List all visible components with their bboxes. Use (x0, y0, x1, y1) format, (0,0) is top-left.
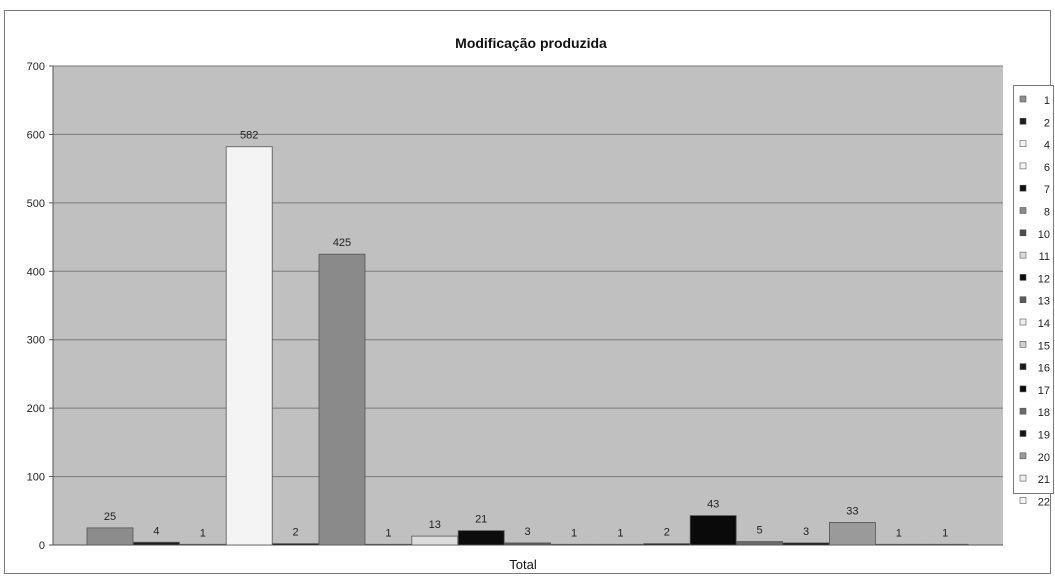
y-tick-label: 700 (27, 61, 45, 73)
bar-series-4 (179, 543, 227, 546)
bar-series-6 (225, 146, 273, 546)
legend-swatch (1019, 207, 1027, 214)
legend-swatch (1019, 162, 1027, 170)
legend-swatch (1019, 430, 1027, 437)
legend-swatch (1019, 452, 1027, 460)
data-label: 3 (525, 526, 531, 538)
bar-series-2 (132, 541, 180, 546)
data-label: 13 (429, 519, 441, 531)
bar-series-12 (457, 530, 505, 546)
bar-series-8 (318, 253, 366, 546)
bar-series-21 (875, 543, 923, 546)
bar-series-16 (643, 543, 691, 546)
chart-title: Modificação produzida (455, 35, 607, 51)
y-tick-label: 500 (27, 198, 45, 210)
data-label: 2 (664, 527, 670, 539)
legend-item-label: 6 (1044, 162, 1050, 174)
legend-swatch (1019, 340, 1027, 348)
y-tick-label: 600 (27, 129, 45, 141)
data-label: 1 (617, 527, 623, 539)
y-tick-label: 400 (27, 266, 45, 278)
x-axis-label: Total (509, 557, 537, 572)
legend-swatch (1019, 140, 1027, 147)
data-label: 2 (293, 527, 299, 539)
legend-item-label: 13 (1038, 296, 1050, 308)
data-label: 43 (707, 499, 719, 511)
bar-series-13 (504, 542, 552, 546)
bar-series-17 (689, 515, 737, 546)
y-tick-label: 200 (27, 403, 45, 415)
legend-item-label: 2 (1044, 117, 1050, 129)
legend-swatch (1019, 229, 1027, 237)
bars (86, 146, 969, 546)
data-label: 1 (896, 527, 902, 539)
legend-item-label: 7 (1044, 184, 1050, 196)
legend-item-label: 8 (1044, 207, 1050, 219)
data-label: 425 (333, 237, 351, 249)
y-tick-label: 300 (27, 335, 45, 347)
data-label: 33 (846, 505, 858, 517)
gridlines (53, 65, 1003, 478)
legend-item-label: 22 (1038, 496, 1050, 508)
legend-item-label: 15 (1038, 340, 1050, 352)
bar-series-15 (597, 543, 644, 546)
data-label: 1 (571, 527, 577, 539)
legend-item-label: 12 (1038, 273, 1050, 285)
legend-item-label: 16 (1038, 363, 1050, 375)
bar-series-18 (736, 541, 783, 546)
bar-series-22 (921, 543, 969, 546)
data-label: 582 (240, 130, 258, 142)
legend-box (1013, 85, 1054, 494)
plot-area (53, 66, 1003, 545)
y-tick-label: 100 (27, 472, 45, 484)
bar-series-14 (550, 543, 598, 546)
y-tick-label: 0 (39, 540, 45, 552)
data-label: 21 (475, 514, 487, 526)
data-label: 1 (385, 527, 391, 539)
legend-swatch (1019, 118, 1027, 125)
legend-item-label: 11 (1039, 251, 1050, 263)
data-label: 3 (803, 526, 809, 538)
legend-swatch (1019, 274, 1027, 281)
legend-swatch (1019, 407, 1027, 415)
legend-item-label: 21 (1038, 474, 1050, 486)
legend-swatch (1019, 474, 1027, 482)
y-axis-ticks: 0 100 200 300 400 500 600 700 (27, 61, 53, 552)
legend-item-label: 10 (1038, 229, 1050, 241)
legend-item-label: 1 (1044, 95, 1050, 107)
legend-item-label: 14 (1038, 318, 1050, 330)
bar-series-10 (364, 543, 412, 546)
bar-series-1 (86, 527, 134, 546)
legend-item-label: 4 (1044, 140, 1050, 152)
bar-series-20 (829, 522, 876, 546)
legend-swatch (1019, 497, 1027, 504)
data-label: 1 (942, 527, 948, 539)
data-label: 25 (104, 511, 116, 523)
legend-swatch (1019, 184, 1027, 192)
legend-item-label: 19 (1038, 430, 1050, 442)
legend-item-label: 20 (1038, 452, 1050, 464)
data-label: 1 (200, 527, 206, 539)
legend-swatch (1019, 296, 1027, 304)
bar-series-19 (782, 542, 830, 546)
data-label: 4 (153, 525, 159, 537)
legend-swatch (1019, 385, 1027, 393)
legend-swatch (1019, 95, 1027, 103)
legend-swatch (1019, 318, 1027, 326)
legend-item-label: 18 (1038, 407, 1050, 419)
bar-series-7 (272, 543, 320, 546)
legend-swatch (1019, 363, 1027, 370)
legend-item-label: 17 (1038, 385, 1050, 397)
data-label: 5 (757, 525, 763, 537)
legend-swatch (1019, 251, 1027, 259)
bar-series-11 (411, 535, 459, 546)
